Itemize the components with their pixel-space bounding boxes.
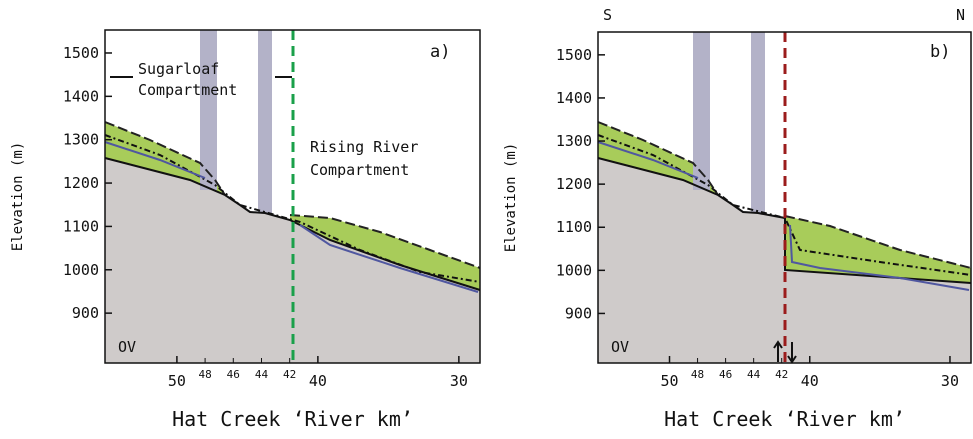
- annotation: S: [603, 6, 612, 24]
- x-tick-label-minor: 42: [775, 368, 788, 381]
- y-tick-label: 1200: [63, 174, 99, 192]
- land-surface: [784, 215, 972, 269]
- annotation: OV: [118, 338, 136, 356]
- x-tick-label-minor: 46: [227, 368, 240, 381]
- annotation: Compartment: [138, 81, 237, 99]
- ground-line: [597, 157, 972, 284]
- panel-a: a) Sugarloaf Compartment Rising River Co…: [104, 29, 481, 364]
- aquifer: [105, 122, 225, 195]
- flow-path: [789, 224, 970, 291]
- panel-label: b): [930, 42, 950, 62]
- y-tick-label: 1300: [556, 132, 592, 150]
- y-tick-label: 900: [72, 304, 99, 322]
- flow-path: [299, 224, 479, 293]
- annotation: Rising River: [310, 138, 418, 156]
- panel-label: a): [430, 42, 450, 62]
- annotation: Compartment: [310, 161, 409, 179]
- y-tick-label: 1200: [556, 175, 592, 193]
- fault-arrow: [787, 355, 797, 364]
- aquifer: [598, 122, 718, 195]
- flow-path: [597, 141, 699, 179]
- y-tick-label: 1000: [556, 261, 592, 279]
- x-tick-label: 30: [450, 372, 468, 390]
- x-tick-label-minor: 44: [255, 368, 269, 381]
- plot-frame: [104, 29, 481, 364]
- annotation: OV: [611, 338, 629, 356]
- ground-line: [104, 157, 481, 291]
- y-tick-label: 1500: [63, 44, 99, 62]
- y-tick-label: 1300: [63, 131, 99, 149]
- y-tick-label: 1400: [556, 89, 592, 107]
- aquifer: [290, 215, 480, 290]
- y-tick-label: 900: [565, 304, 592, 322]
- y-tick-label: 1100: [556, 218, 592, 236]
- x-tick-label-minor: 48: [198, 368, 211, 381]
- aquifer: [785, 216, 971, 283]
- x-tick-label: 30: [941, 372, 959, 390]
- x-tick-label: 50: [168, 372, 186, 390]
- panel-b: b) OV S N: [597, 6, 972, 364]
- flow-path: [104, 141, 206, 179]
- y-tick-label: 1500: [556, 46, 592, 64]
- land-surface: [104, 121, 226, 196]
- x-axis-label: Hat Creek ‘River km’: [172, 407, 413, 431]
- y-tick-label: 1400: [63, 87, 99, 105]
- x-tick-label-minor: 44: [747, 368, 761, 381]
- annotation: Sugarloaf: [138, 60, 219, 78]
- land-surface: [289, 214, 481, 269]
- y-axis-label: Elevation (m): [10, 142, 26, 252]
- x-axis-label: Hat Creek ‘River km’: [664, 407, 905, 431]
- y-axis-label: Elevation (m): [503, 143, 519, 253]
- land-surface: [597, 121, 719, 196]
- x-tick-label-minor: 46: [719, 368, 732, 381]
- marker-bar: [751, 32, 765, 213]
- marker-bar: [258, 30, 272, 213]
- annotation: N: [956, 6, 965, 24]
- fault-arrow: [773, 340, 783, 349]
- x-tick-label: 40: [309, 372, 327, 390]
- y-tick-label: 1000: [63, 261, 99, 279]
- x-tick-label-minor: 42: [283, 368, 296, 381]
- marker-bar: [200, 30, 217, 190]
- x-tick-label: 50: [660, 372, 678, 390]
- x-tick-label-minor: 48: [691, 368, 704, 381]
- water-table: [597, 134, 972, 276]
- plot-frame: [597, 31, 972, 364]
- water-table: [104, 134, 481, 283]
- x-tick-label: 40: [801, 372, 819, 390]
- y-tick-label: 1100: [63, 217, 99, 235]
- marker-bar: [693, 32, 710, 190]
